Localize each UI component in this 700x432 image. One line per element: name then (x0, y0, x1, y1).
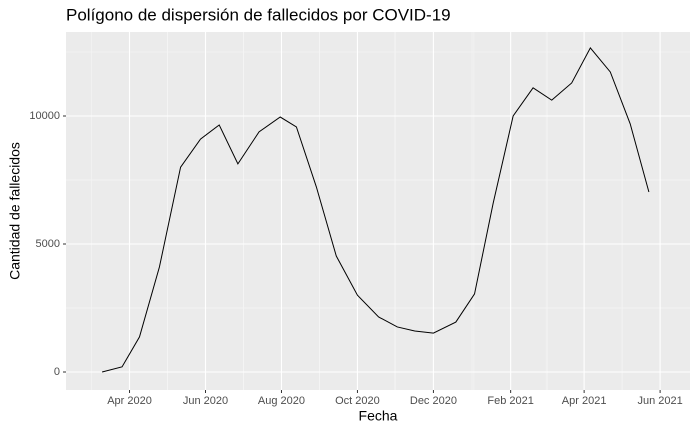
y-tick-label: 10000 (29, 110, 60, 122)
x-tick-label: Oct 2020 (335, 395, 380, 407)
x-axis-label: Fecha (359, 408, 398, 424)
x-tick-label: Dec 2020 (410, 395, 457, 407)
x-tick-label: Feb 2021 (487, 395, 533, 407)
chart-title: Polígono de dispersión de fallecidos por… (66, 5, 451, 24)
x-tick-label: Jun 2021 (637, 395, 682, 407)
panel (66, 32, 690, 390)
x-tick-label: Jun 2020 (183, 395, 228, 407)
line (101, 47, 650, 373)
y-axis-label: Cantidad de fallecidos (7, 142, 23, 280)
y-tick-label: 5000 (36, 238, 60, 250)
x-tick-label: Apr 2021 (562, 395, 607, 407)
x-tick-label: Apr 2020 (107, 395, 152, 407)
y-tick-label: 0 (54, 366, 60, 378)
x-tick-label: Aug 2020 (258, 395, 305, 407)
